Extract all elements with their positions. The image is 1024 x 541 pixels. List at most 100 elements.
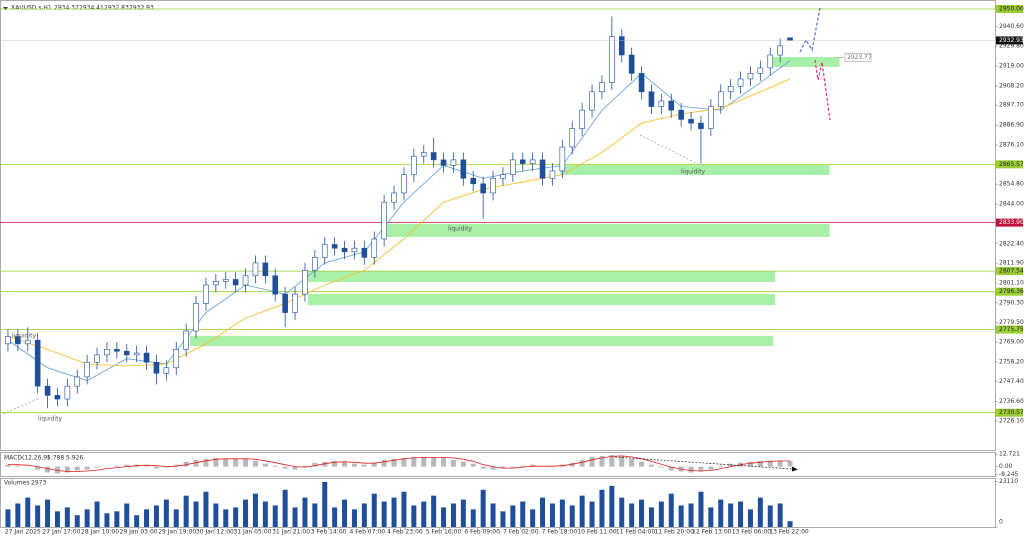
moving-average (7, 78, 791, 367)
volume-bar (738, 501, 744, 527)
candle-body (213, 280, 219, 286)
macd-bar (302, 465, 308, 467)
macd-bar (470, 463, 476, 467)
macd-bar (480, 466, 486, 469)
volume-bar (391, 497, 397, 527)
macd-bar (579, 459, 585, 467)
liquidity-zone (190, 335, 774, 347)
x-tick-label: 31 Jan 05:00 (233, 529, 271, 536)
y-tick-label: 2897.70 (999, 102, 1024, 109)
divergence-arrow (792, 466, 798, 472)
candle-body (133, 352, 140, 356)
volume-bar (609, 485, 615, 527)
x-tick-label: 30 Jan 12:00 (196, 529, 234, 536)
macd-bar (658, 466, 664, 468)
macd-bar (173, 464, 179, 467)
annotation: liquidity (681, 169, 705, 176)
macd-bar (64, 466, 70, 473)
candle-body (163, 367, 170, 374)
macd-bar (599, 455, 605, 467)
macd-bar (193, 459, 199, 467)
volume-bar (332, 507, 338, 527)
candle-body (450, 159, 457, 166)
volume-bar (193, 501, 199, 527)
candle-body (44, 385, 51, 396)
macd-bar (787, 461, 793, 467)
y-tick-label: 2876.10 (999, 141, 1024, 148)
y-tick-label: 2919.00 (999, 63, 1024, 70)
macd-bar (510, 466, 516, 468)
candle-body (510, 159, 516, 175)
macd-bar (639, 461, 645, 467)
macd-name: MACD(12,26,9) (4, 455, 50, 462)
trend-line (639, 134, 701, 166)
macd-bar (500, 466, 506, 469)
macd-bar (54, 466, 60, 474)
macd-bar (708, 466, 714, 470)
macd-bar (747, 461, 753, 467)
volume-bar (5, 509, 11, 527)
volume-bar (361, 503, 367, 527)
candle-body (737, 78, 744, 87)
x-tick-label: 10 Feb 11:00 (577, 529, 617, 536)
x-tick-label: 13 Feb 22:00 (769, 529, 809, 536)
candle-body (589, 91, 595, 111)
candle-body (123, 350, 130, 356)
level-label: 2807.54 (999, 268, 1024, 275)
open: 2934.37 (54, 5, 79, 12)
volume-bar (84, 509, 90, 527)
candle-body (747, 73, 754, 80)
x-tick-label: 5 Feb 16:00 (426, 529, 462, 536)
volume-bar (500, 511, 506, 527)
macd-bar (450, 459, 456, 467)
candle-body (153, 361, 160, 374)
macd-bar (203, 458, 209, 467)
volume-bar (144, 509, 150, 527)
volume-bar (401, 491, 407, 527)
candle-body (519, 159, 526, 164)
macd-bar (5, 464, 11, 467)
macd-bar (371, 462, 377, 467)
macd-bar (94, 466, 100, 468)
volume-bar (470, 509, 476, 527)
volume-bar (619, 497, 625, 527)
y-tick-label: 2790.30 (999, 299, 1024, 306)
candle-body (104, 349, 110, 356)
volume-bar (678, 505, 684, 527)
y-tick-label: 2758.20 (999, 358, 1024, 365)
volume-bar (718, 499, 724, 527)
candle-body (173, 349, 180, 369)
candle-body (579, 109, 585, 129)
volume-bar (243, 499, 249, 527)
macd-bar (391, 458, 397, 467)
candle-body (698, 122, 704, 129)
y-tick-label: 2769.00 (999, 339, 1024, 346)
candle-body (559, 146, 566, 172)
level-label-bg (996, 287, 1023, 296)
macd-bar (312, 462, 318, 467)
candle-body (15, 336, 21, 345)
volume-bar (74, 515, 80, 527)
target-label: 2923.77 (847, 54, 872, 61)
candle-body (74, 376, 81, 387)
candle-body (411, 155, 417, 175)
volume-bar (233, 507, 239, 527)
candle-body (757, 67, 764, 74)
menu-arrow[interactable] (3, 7, 8, 10)
volume-bar (559, 499, 565, 527)
macd-bar (668, 466, 674, 471)
drawings (2, 7, 831, 472)
volume-bar (747, 509, 753, 527)
candle-body (114, 349, 120, 352)
level-label: 2865.57 (999, 161, 1024, 168)
macd-bar (144, 465, 150, 467)
volume-bar (668, 493, 674, 527)
x-tick-label: 11 Feb 04:00 (616, 529, 656, 536)
volume-bar (114, 511, 120, 527)
liquidity-zone (383, 223, 830, 237)
volume-bar (450, 503, 456, 527)
macd-bar (114, 465, 120, 467)
macd-bar (252, 460, 258, 467)
candle-body (717, 91, 724, 107)
